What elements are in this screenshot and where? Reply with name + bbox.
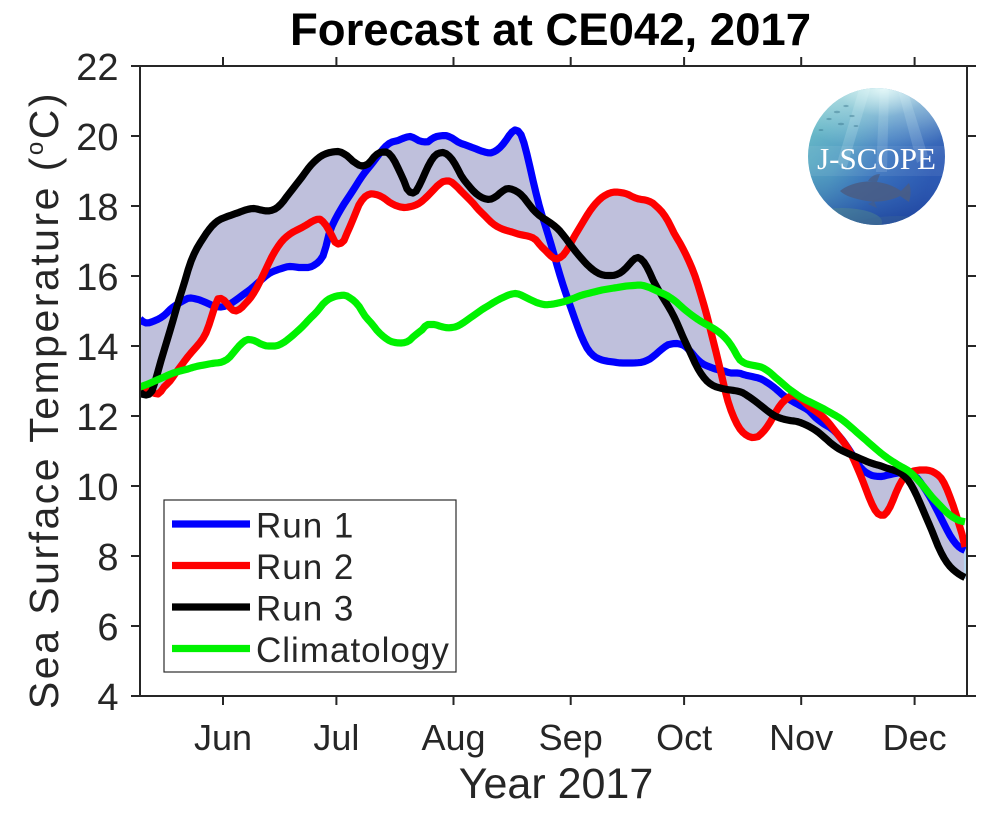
svg-text:Sep: Sep	[539, 717, 603, 758]
svg-text:4: 4	[97, 677, 118, 719]
svg-text:Forecast at CE042, 2017: Forecast at CE042, 2017	[290, 4, 811, 55]
svg-text:Jul: Jul	[313, 717, 359, 758]
svg-text:Dec: Dec	[883, 717, 947, 758]
svg-text:Oct: Oct	[656, 717, 712, 758]
svg-text:14: 14	[76, 327, 118, 369]
svg-text:Sea Surface Temperature (oC): Sea Surface Temperature (oC)	[21, 91, 67, 709]
svg-text:Run 3: Run 3	[256, 590, 354, 629]
svg-text:Jun: Jun	[194, 717, 252, 758]
svg-text:Aug: Aug	[421, 717, 485, 758]
svg-text:18: 18	[76, 187, 118, 229]
svg-text:8: 8	[97, 537, 118, 579]
svg-text:Climatology: Climatology	[256, 631, 450, 670]
svg-text:Nov: Nov	[769, 717, 833, 758]
svg-text:10: 10	[76, 467, 118, 509]
svg-text:Run 1: Run 1	[256, 507, 354, 546]
svg-text:12: 12	[76, 397, 118, 439]
svg-text:Year 2017: Year 2017	[459, 760, 654, 808]
svg-text:6: 6	[97, 607, 118, 649]
svg-text:Run 2: Run 2	[256, 548, 354, 587]
svg-text:16: 16	[76, 257, 118, 299]
svg-text:22: 22	[76, 47, 118, 89]
svg-text:20: 20	[76, 117, 118, 159]
svg-text:J-SCOPE: J-SCOPE	[817, 141, 936, 176]
